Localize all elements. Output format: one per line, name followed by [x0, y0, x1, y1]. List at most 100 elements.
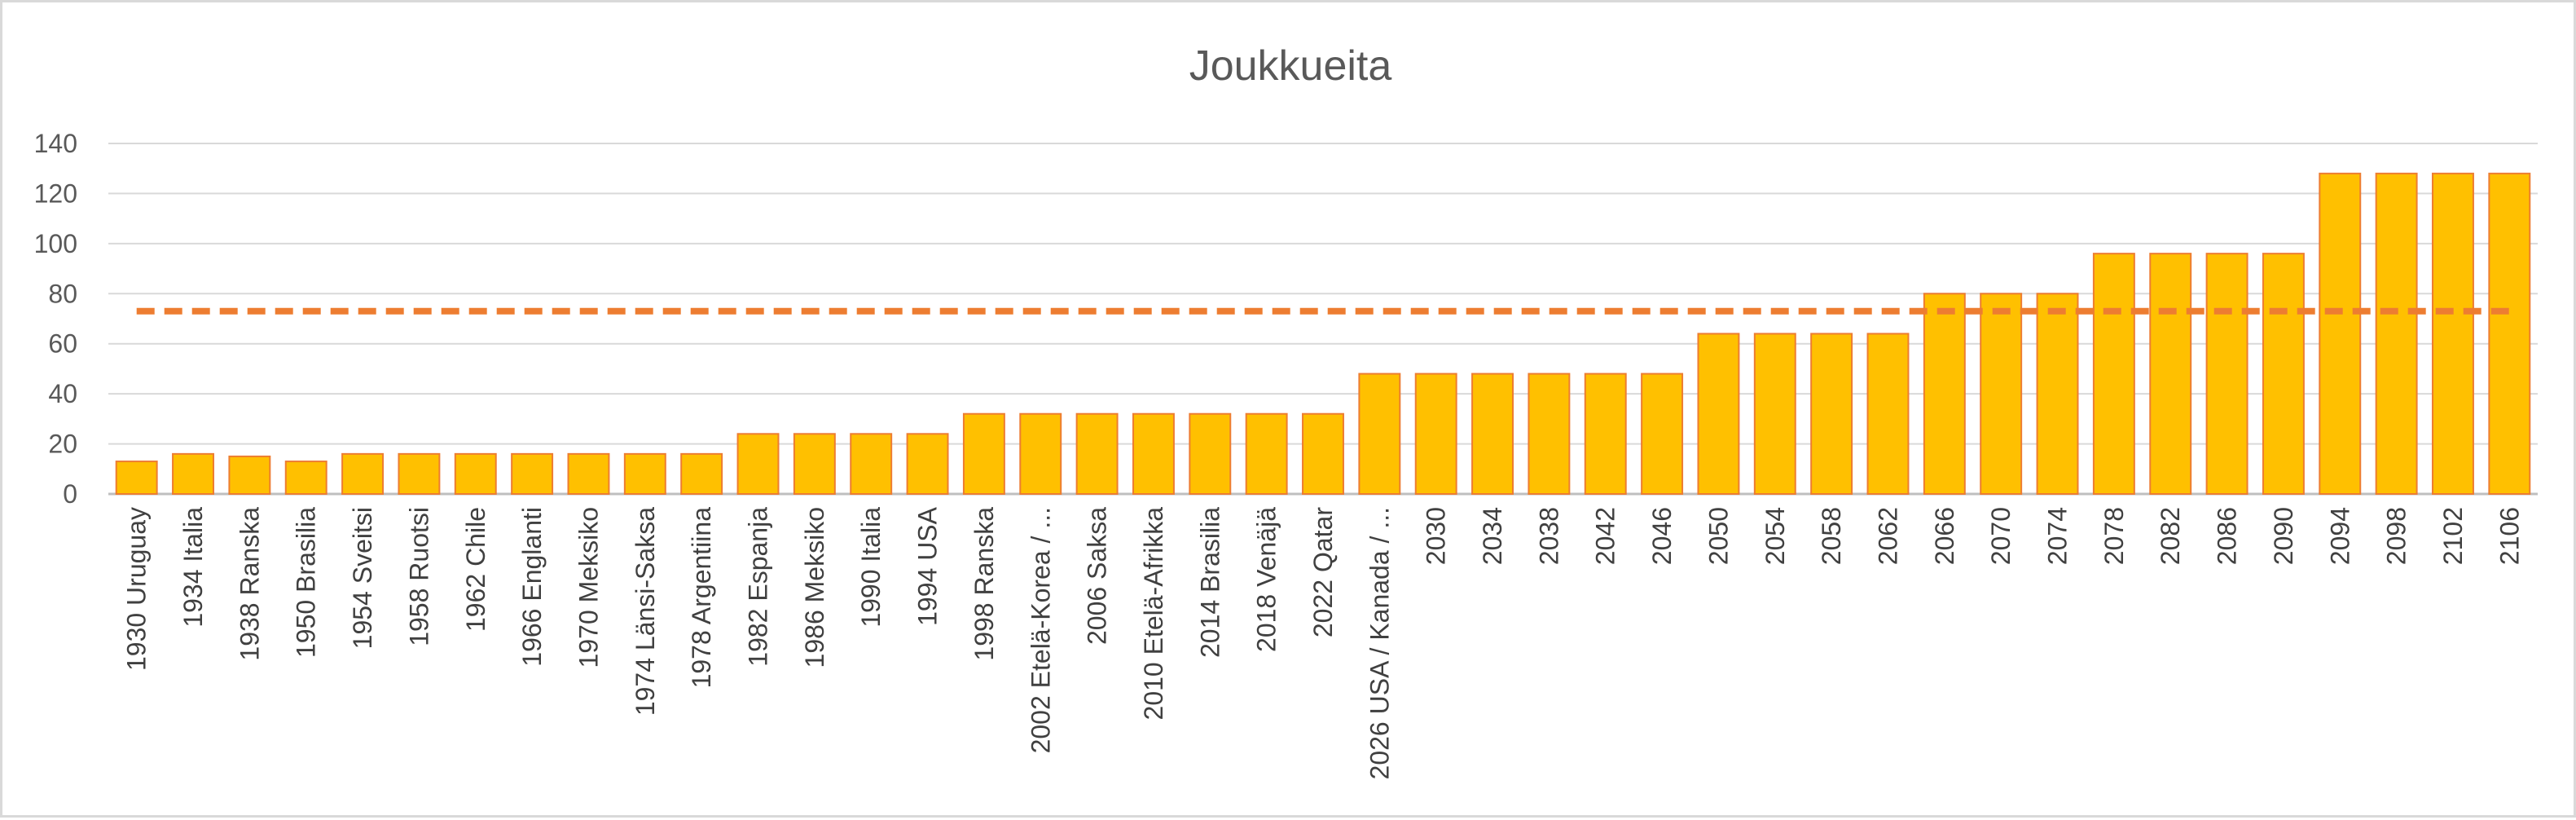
- x-tick-label: 1970 Meksiko: [574, 507, 603, 668]
- bar: [511, 452, 554, 495]
- x-tick-label: 1938 Ranska: [235, 507, 264, 661]
- x-tick-label: 2010 Etelä-Afrikka: [1139, 507, 1168, 721]
- x-tick-label: 1966 Englanti: [517, 507, 547, 667]
- bar: [1641, 373, 1684, 496]
- x-tick-label: 2062: [1873, 507, 1902, 565]
- x-tick-label: 2018 Venäjä: [1252, 507, 1281, 652]
- x-tick-label: 1962 Chile: [461, 507, 490, 632]
- bar: [284, 461, 327, 495]
- bar: [2205, 253, 2249, 495]
- bar: [1358, 373, 1401, 496]
- x-tick-label: 2090: [2269, 507, 2298, 565]
- bar: [567, 452, 610, 495]
- x-tick-label: 2094: [2325, 507, 2354, 565]
- bar: [1697, 333, 1740, 495]
- x-tick-label: 2050: [1703, 507, 1733, 565]
- bar: [2036, 293, 2079, 495]
- y-tick-label: 140: [34, 129, 77, 158]
- x-tick-label: 2022 Qatar: [1308, 507, 1338, 637]
- x-tick-label: 2078: [2099, 507, 2129, 565]
- bar: [2262, 253, 2305, 495]
- bar: [736, 433, 780, 495]
- x-tick-label: 1954 Sveitsi: [348, 507, 377, 649]
- y-tick-label: 100: [34, 229, 77, 258]
- bar: [1753, 333, 1796, 495]
- x-tick-label: 2102: [2438, 507, 2468, 565]
- x-tick-label: 2046: [1647, 507, 1677, 565]
- x-tick-label: 2034: [1478, 507, 1507, 565]
- x-tick-label: 1994 USA: [913, 506, 943, 626]
- bar: [2092, 253, 2135, 495]
- bar: [1019, 412, 1062, 496]
- bar: [1189, 412, 1232, 496]
- x-tick-label: 2006 Saksa: [1083, 507, 1112, 645]
- bar: [115, 461, 158, 495]
- y-axis: 0 20 40 60 80 100 120 140: [34, 129, 77, 509]
- chart-title: Joukkueita: [1189, 42, 1392, 90]
- x-tick-label: 2074: [2043, 507, 2073, 565]
- x-tick-label: 2082: [2156, 507, 2185, 565]
- bar: [850, 433, 893, 495]
- bar: [398, 452, 441, 495]
- y-tick-label: 0: [63, 479, 77, 509]
- bar: [2319, 172, 2362, 495]
- x-tick-label: 2030: [1422, 507, 1451, 565]
- x-tick-label: 1950 Brasilia: [292, 507, 321, 658]
- bar: [2149, 253, 2192, 495]
- x-tick-label: 1974 Länsi-Saksa: [631, 507, 660, 716]
- bar: [1810, 333, 1853, 495]
- bar: [2488, 172, 2531, 495]
- bar: [1584, 373, 1627, 496]
- bar: [172, 452, 214, 495]
- x-tick-label: 2070: [1986, 507, 2016, 565]
- x-tick-label: 2042: [1591, 507, 1620, 565]
- y-tick-label: 80: [48, 279, 77, 308]
- bar: [1866, 333, 1910, 495]
- bar: [228, 455, 271, 496]
- bar: [793, 433, 836, 495]
- x-tick-label: 2106: [2495, 507, 2524, 565]
- x-tick-label: 2086: [2213, 507, 2242, 565]
- x-tick-label: 2054: [1761, 507, 1790, 565]
- x-tick-label: 1990 Italia: [856, 507, 886, 628]
- y-tick-label: 40: [48, 379, 77, 408]
- x-tick-label: 1930 Uruguay: [122, 507, 152, 671]
- bar: [1528, 373, 1571, 496]
- x-tick-label: 2026 USA / Kanada / ...: [1365, 507, 1394, 779]
- bar: [454, 452, 497, 495]
- x-tick-label: 2058: [1817, 507, 1846, 565]
- bar-series: [115, 172, 2531, 496]
- x-tick-label: 1934 Italia: [178, 507, 208, 628]
- bar: [1302, 412, 1344, 496]
- bar: [1245, 412, 1288, 496]
- bar: [1414, 373, 1457, 496]
- bar: [341, 452, 385, 495]
- bar: [2432, 172, 2474, 495]
- bar: [1980, 293, 2023, 495]
- bar: [906, 433, 949, 495]
- x-tick-label: 1998 Ranska: [969, 507, 999, 661]
- x-tick-label: 2066: [1930, 507, 1959, 565]
- x-tick-label: 2002 Etelä-Korea / ...: [1026, 507, 1055, 753]
- bar: [680, 452, 723, 495]
- x-tick-label: 1982 Espanja: [744, 507, 773, 667]
- bar: [962, 412, 1005, 496]
- x-tick-label: 1986 Meksiko: [800, 507, 829, 668]
- x-tick-label: 1978 Argentiina: [687, 507, 716, 689]
- x-axis: 1930 Uruguay 1934 Italia 1938 Ranska 1950 B…: [122, 506, 2525, 779]
- x-tick-label: 2014 Brasilia: [1195, 507, 1224, 658]
- bar: [1075, 412, 1119, 496]
- x-tick-label: 2098: [2382, 507, 2411, 565]
- bar: [2375, 172, 2418, 495]
- bar: [1471, 373, 1514, 496]
- x-tick-label: 2038: [1534, 507, 1563, 565]
- bar: [1132, 412, 1175, 496]
- bar: [1923, 293, 1966, 495]
- y-tick-label: 20: [48, 430, 77, 459]
- y-tick-label: 60: [48, 329, 77, 359]
- x-tick-label: 1958 Ruotsi: [404, 507, 433, 646]
- y-tick-label: 120: [34, 179, 77, 208]
- bar: [623, 452, 666, 495]
